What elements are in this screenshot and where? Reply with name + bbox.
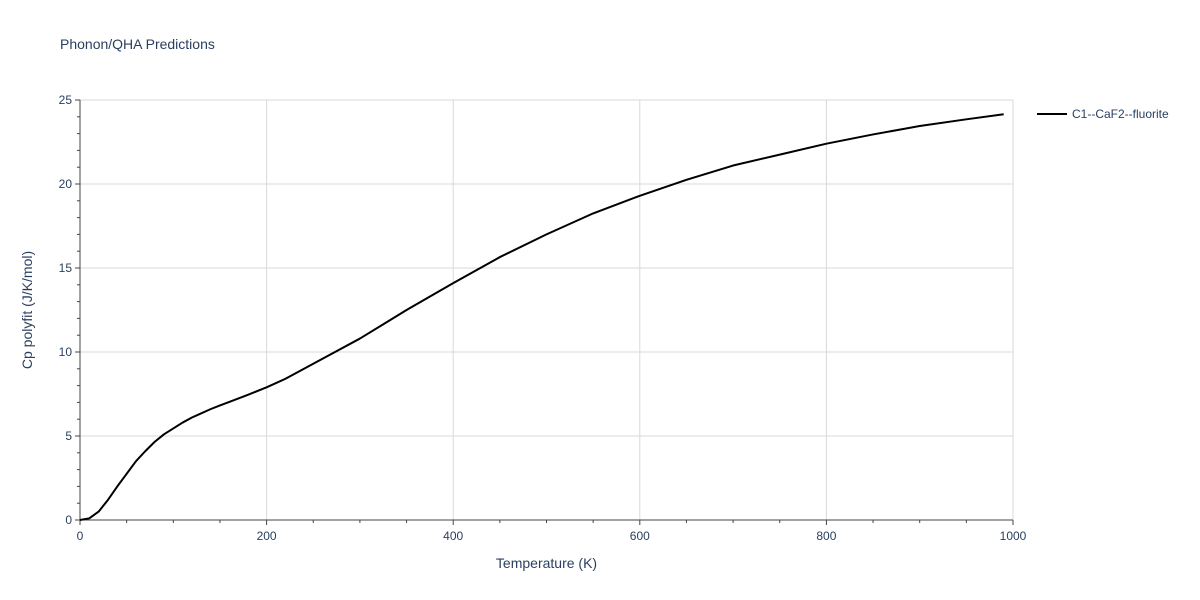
x-tick-label: 600 <box>630 529 650 543</box>
data-point <box>313 363 314 364</box>
data-point <box>191 417 192 418</box>
data-point <box>201 413 202 414</box>
legend-label: C1--CaF2--fluorite <box>1072 107 1169 121</box>
data-point <box>359 338 360 339</box>
x-tick-label: 800 <box>816 529 836 543</box>
y-tick-label: 15 <box>59 261 73 275</box>
y-tick-label: 20 <box>59 177 73 191</box>
data-point <box>639 195 640 196</box>
y-tick-label: 25 <box>59 93 73 107</box>
data-point <box>733 165 734 166</box>
data-point <box>285 378 286 379</box>
data-point <box>686 179 687 180</box>
data-point <box>163 434 164 435</box>
x-tick-label: 400 <box>443 529 463 543</box>
chart-title: Phonon/QHA Predictions <box>60 36 215 52</box>
axes-layer: 0 200 400 600 800 1000 0 5 10 15 20 25 <box>59 93 1027 543</box>
data-point <box>107 499 108 500</box>
grid-layer <box>80 99 1014 520</box>
x-axis-title: Temperature (K) <box>496 555 597 571</box>
data-point <box>145 451 146 452</box>
data-point <box>593 213 594 214</box>
x-tick-label: 1000 <box>1000 529 1027 543</box>
y-tick-label: 5 <box>65 429 72 443</box>
data-point <box>79 519 80 520</box>
data-point <box>966 119 967 120</box>
x-tick-label: 200 <box>257 529 277 543</box>
data-point <box>135 461 136 462</box>
series-layer <box>79 113 1004 521</box>
data-point <box>406 309 407 310</box>
data-point <box>266 387 267 388</box>
data-point <box>219 405 220 406</box>
data-point <box>126 473 127 474</box>
x-tick-label: 0 <box>77 529 84 543</box>
data-point <box>89 518 90 519</box>
data-point <box>229 401 230 402</box>
data-point <box>826 143 827 144</box>
legend-layer: C1--CaF2--fluorite <box>1037 107 1169 121</box>
y-axis-title: Cp polyfit (J/K/mol) <box>19 251 35 369</box>
data-point <box>98 511 99 512</box>
data-point <box>872 134 873 135</box>
data-point <box>499 256 500 257</box>
data-point <box>154 441 155 442</box>
data-point <box>779 154 780 155</box>
data-point <box>182 422 183 423</box>
data-point <box>210 409 211 410</box>
data-point <box>117 486 118 487</box>
data-point <box>1003 114 1004 115</box>
data-point <box>453 283 454 284</box>
y-tick-label: 0 <box>65 513 72 527</box>
data-point <box>919 125 920 126</box>
data-point <box>247 394 248 395</box>
y-tick-label: 10 <box>59 345 73 359</box>
data-point <box>173 428 174 429</box>
series-line <box>79 113 1004 521</box>
data-point <box>546 234 547 235</box>
